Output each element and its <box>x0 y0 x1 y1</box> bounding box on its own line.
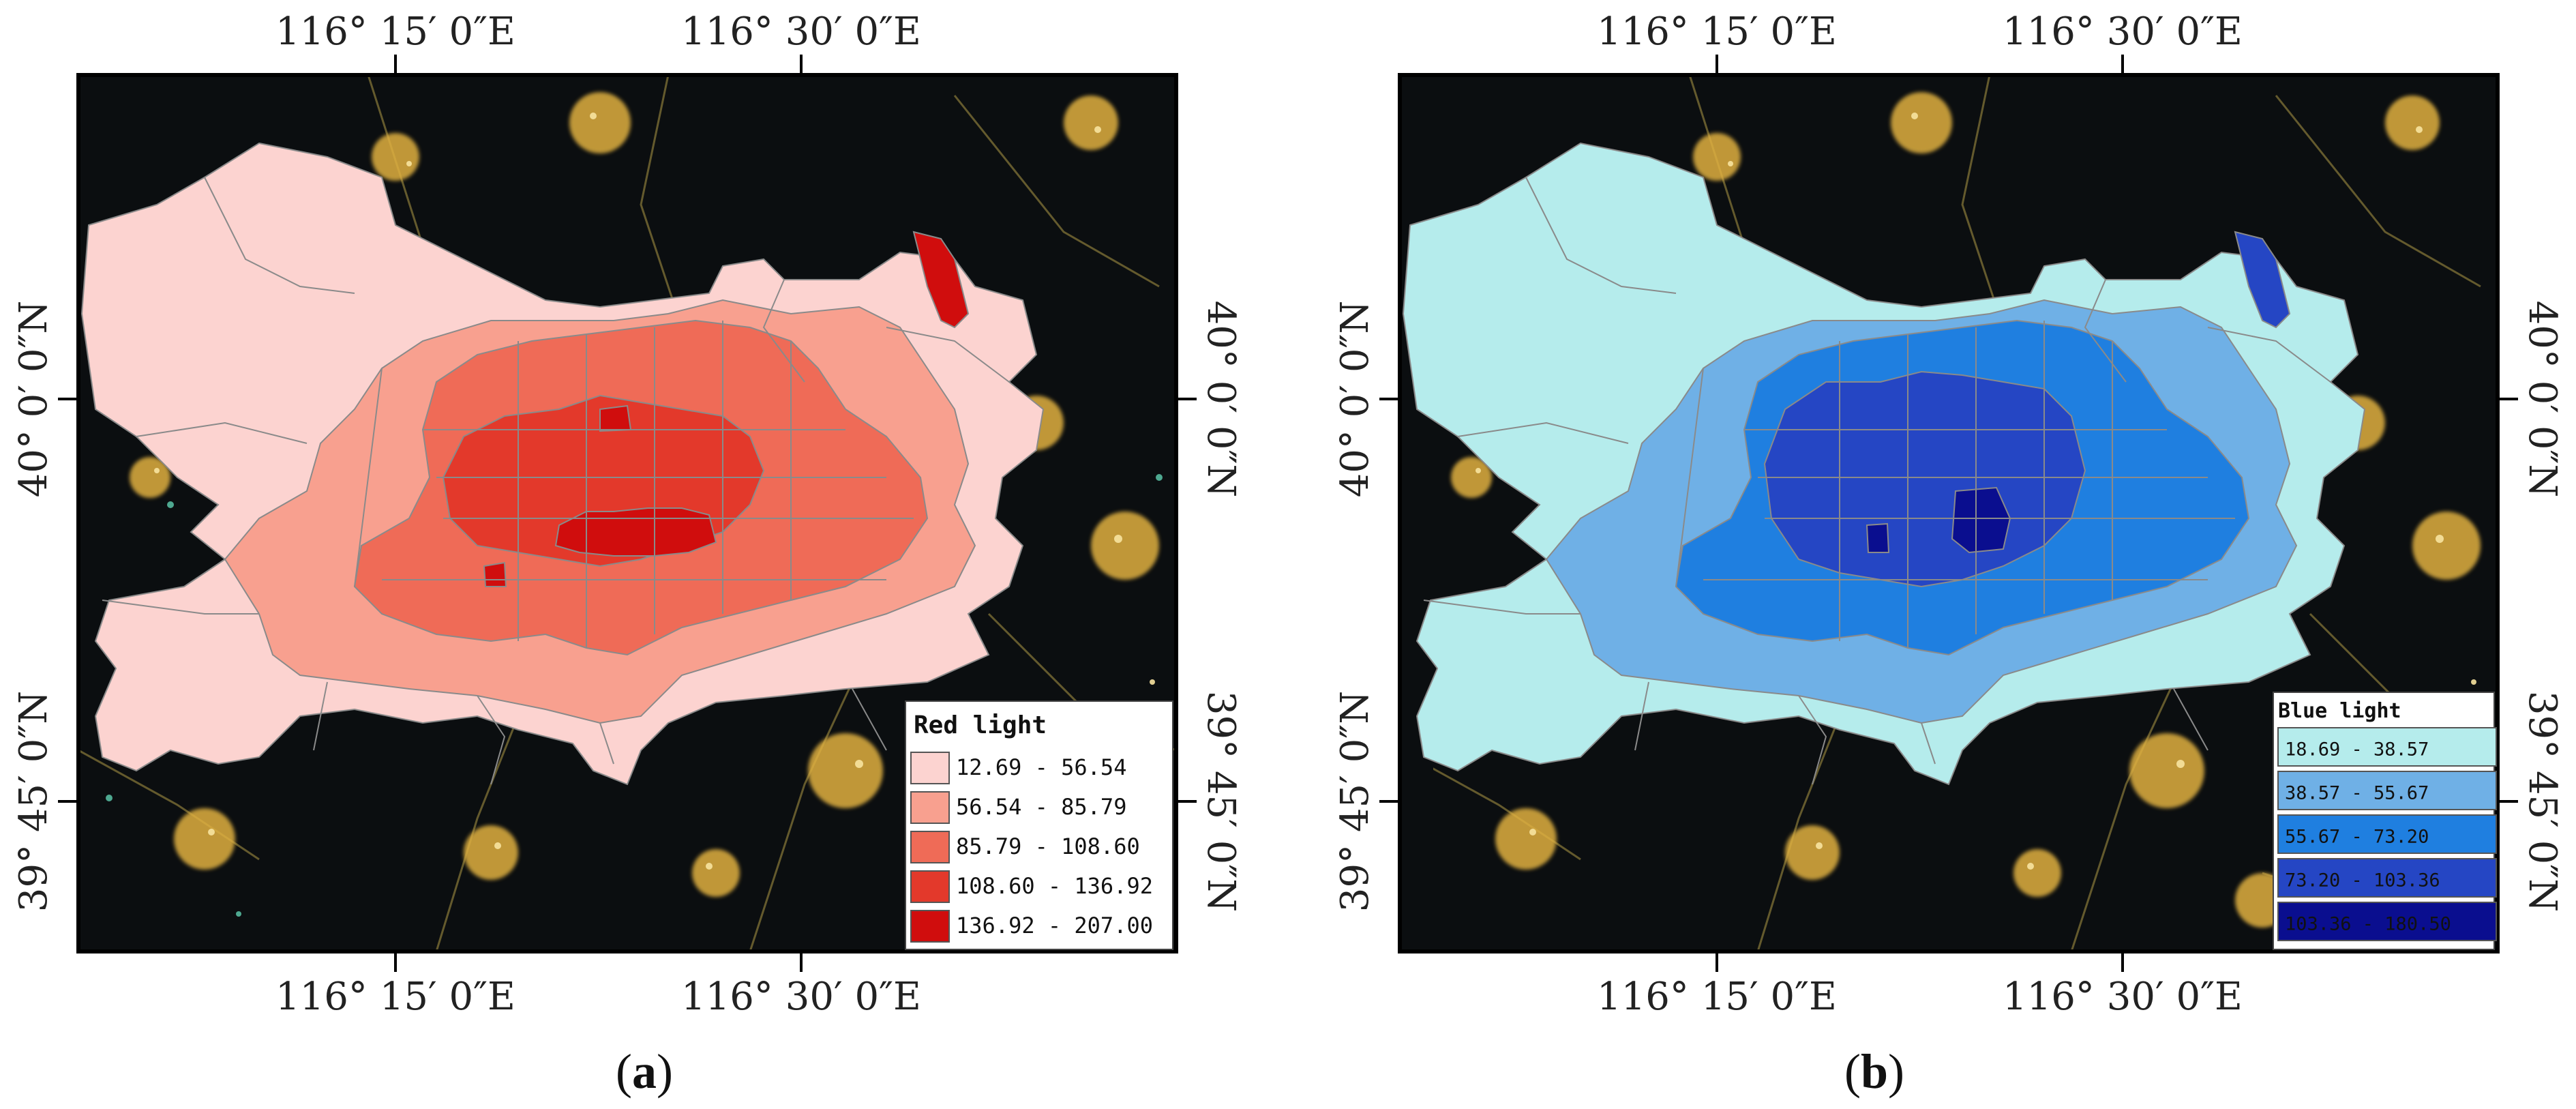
legend-title: Blue light <box>2278 699 2401 723</box>
right-latitude-label-2: 39° 45′ 0″N <box>1199 691 1243 912</box>
legend-label-5: 136.92 - 207.00 <box>956 913 1153 938</box>
top-longitude-label-2: 116° 30′ 0″E <box>681 10 921 54</box>
district-boundaries <box>102 177 1010 785</box>
left-latitude-label-2: 39° 45′ 0″N <box>1333 691 1377 912</box>
map-b: 116° 15′ 0″E 116° 30′ 0″E 116° 15′ 0″E 1… <box>1333 10 2564 1019</box>
legend-swatch-1 <box>2277 727 2497 767</box>
caption-b: (b) <box>1844 1044 1904 1099</box>
district-regions <box>80 142 1045 786</box>
legend-label-1: 18.69 - 38.57 <box>2285 739 2429 760</box>
region-airport <box>912 231 970 329</box>
top-longitude-label-1: 116° 15′ 0″E <box>275 10 515 54</box>
panel-a-red-light: 116° 15′ 0″E 116° 30′ 0″E 116° 15′ 0″E 1… <box>12 10 1243 1099</box>
legend-label-2: 38.57 - 55.67 <box>2285 782 2429 803</box>
legend-swatch-3 <box>910 831 950 863</box>
grid-ticks <box>58 55 1197 972</box>
legend-label-4: 73.20 - 103.36 <box>2285 870 2440 891</box>
bottom-longitude-label-1: 116° 15′ 0″E <box>1597 975 1837 1019</box>
region-class-5-west <box>483 561 507 587</box>
legend-label-4: 108.60 - 136.92 <box>956 873 1153 899</box>
right-latitude-label-1: 40° 0′ 0″N <box>2520 301 2564 498</box>
legend-swatch-3 <box>2277 814 2497 854</box>
left-latitude-label-2: 39° 45′ 0″N <box>12 691 56 912</box>
region-class-5-west <box>1866 522 1890 553</box>
legend-swatch-4 <box>2277 858 2497 898</box>
legend-label-1: 12.69 - 56.54 <box>956 754 1126 780</box>
legend-swatch-5 <box>910 910 950 943</box>
region-class-5-north <box>599 404 632 432</box>
map-frame <box>76 73 1178 953</box>
legend-blue-light: Blue light 18.69 - 38.57 38.57 - 55.67 55.… <box>2273 692 2497 950</box>
region-airport <box>2234 231 2291 329</box>
panel-b-blue-light: 116° 15′ 0″E 116° 30′ 0″E 116° 15′ 0″E 1… <box>1288 0 2576 1109</box>
district-regions <box>1402 142 2366 786</box>
legend-swatch-2 <box>910 791 950 824</box>
legend-red-light: Red light 12.69 - 56.54 56.54 - 85.79 85.7… <box>905 700 1173 950</box>
caption-a: (a) <box>616 1044 673 1099</box>
legend-swatch-1 <box>910 752 950 784</box>
legend-swatch-5 <box>2277 902 2497 941</box>
top-longitude-label-2: 116° 30′ 0″E <box>2003 10 2243 54</box>
district-boundaries <box>1423 177 2331 785</box>
left-latitude-label-1: 40° 0′ 0″N <box>1333 301 1377 498</box>
bottom-longitude-label-1: 116° 15′ 0″E <box>275 975 515 1019</box>
top-longitude-label-1: 116° 15′ 0″E <box>1597 10 1837 54</box>
right-latitude-label-2: 39° 45′ 0″N <box>2520 691 2564 912</box>
grid-ticks <box>1379 55 2518 972</box>
legend-label-2: 56.54 - 85.79 <box>956 794 1126 820</box>
map-frame <box>1398 73 2500 953</box>
bottom-longitude-label-2: 116° 30′ 0″E <box>2003 975 2243 1019</box>
right-latitude-label-1: 40° 0′ 0″N <box>1199 301 1243 498</box>
legend-label-5: 103.36 - 180.50 <box>2285 913 2451 934</box>
legend-label-3: 55.67 - 73.20 <box>2285 826 2429 847</box>
region-class-5 <box>1951 486 2011 554</box>
legend-title: Red light <box>914 711 1047 739</box>
bottom-longitude-label-2: 116° 30′ 0″E <box>681 975 921 1019</box>
map-a: 116° 15′ 0″E 116° 30′ 0″E 116° 15′ 0″E 1… <box>12 10 1243 1019</box>
legend-swatch-2 <box>2277 771 2497 810</box>
left-latitude-label-1: 40° 0′ 0″N <box>12 301 56 498</box>
legend-label-3: 85.79 - 108.60 <box>956 833 1140 859</box>
region-class-5 <box>554 507 717 557</box>
legend-swatch-4 <box>910 870 950 903</box>
